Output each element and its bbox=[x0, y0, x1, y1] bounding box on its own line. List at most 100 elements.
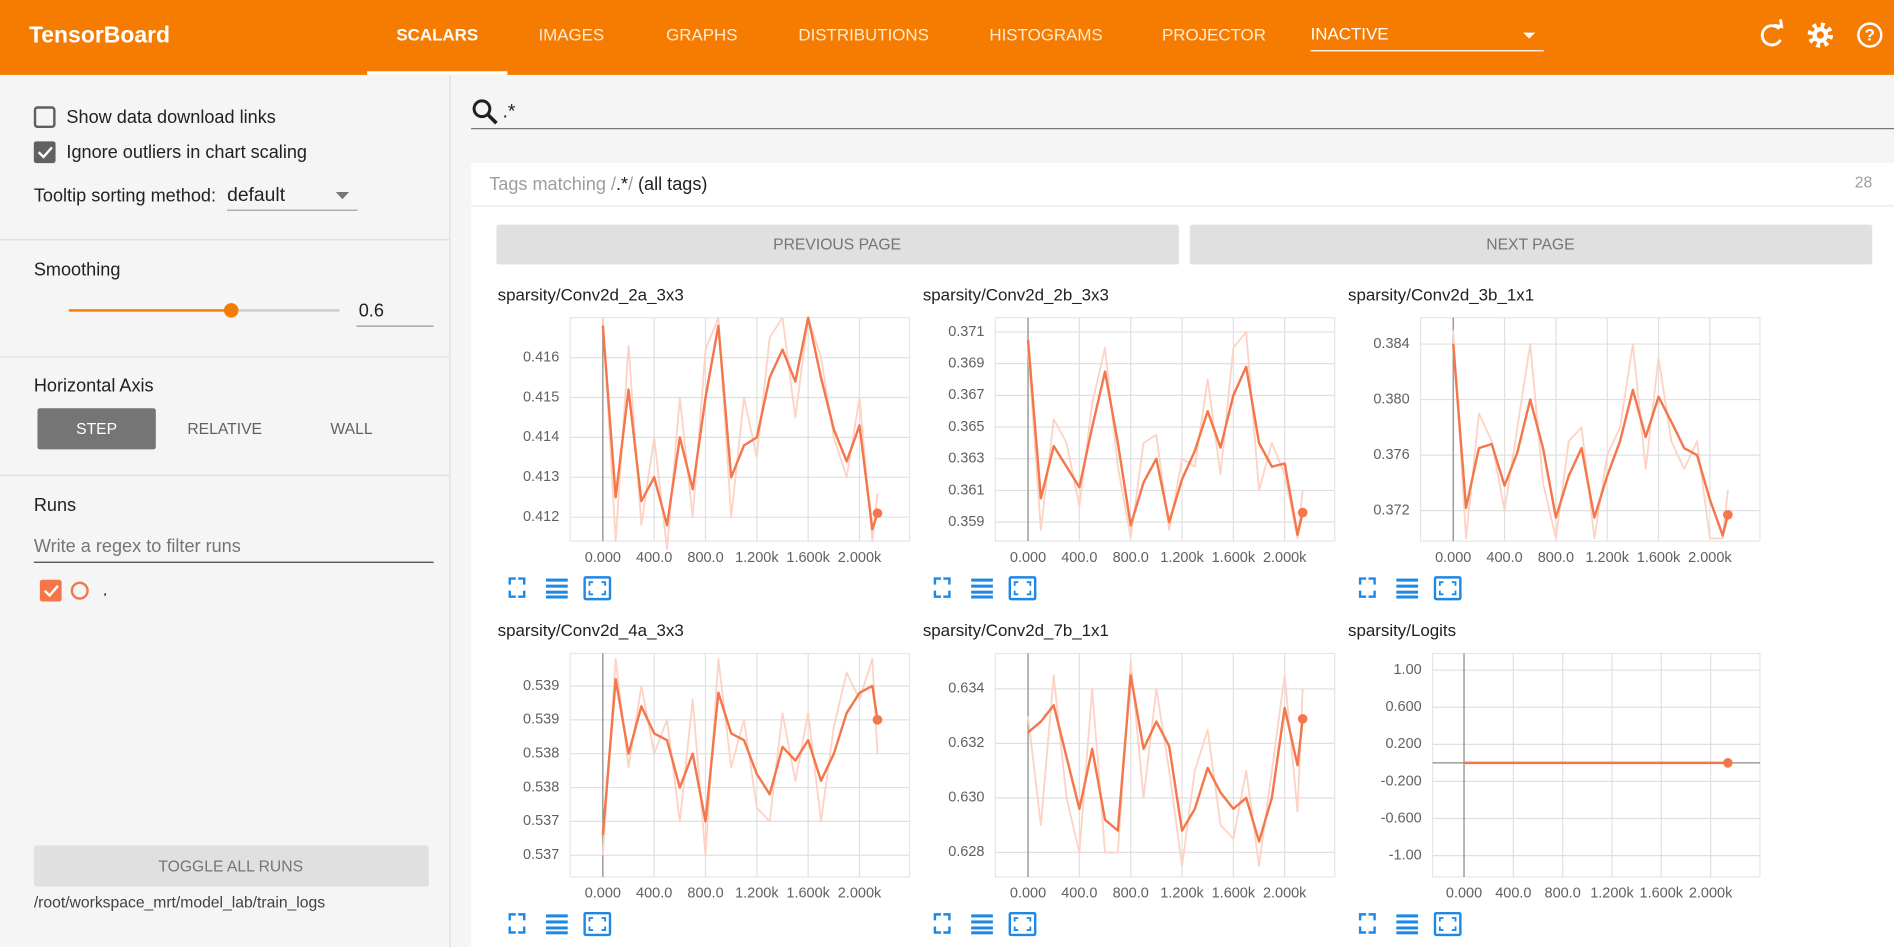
smoothed-line bbox=[1026, 339, 1304, 537]
chart-title: sparsity/Logits bbox=[1348, 621, 1456, 640]
fullscreen-icon[interactable] bbox=[1358, 913, 1376, 934]
y-tick-label: 0.416 bbox=[523, 349, 559, 365]
nav-tab[interactable]: DISTRIBUTIONS bbox=[798, 26, 929, 45]
icon-shape bbox=[508, 913, 526, 934]
search-query[interactable]: .* bbox=[502, 101, 515, 122]
plot-frame bbox=[1431, 652, 1761, 878]
toggle-label[interactable]: TOGGLE ALL RUNS bbox=[158, 858, 303, 875]
app-title: TensorBoard bbox=[29, 21, 170, 47]
raw-line bbox=[1027, 660, 1304, 867]
previous-button[interactable] bbox=[496, 224, 1179, 265]
icon-shape bbox=[545, 920, 568, 924]
fit-domain-icon[interactable] bbox=[583, 576, 612, 601]
raw-line bbox=[601, 657, 879, 857]
fullscreen-icon[interactable] bbox=[933, 913, 951, 934]
run-selector[interactable]: INACTIVE bbox=[1311, 24, 1389, 43]
nav-tab[interactable]: IMAGES bbox=[538, 26, 604, 45]
y-tick-label: 1.00 bbox=[1394, 662, 1422, 678]
nav-tab[interactable]: SCALARS bbox=[396, 26, 478, 45]
fit-domain-icon[interactable] bbox=[1433, 576, 1462, 601]
data-icon[interactable] bbox=[971, 914, 993, 935]
fullscreen-icon[interactable] bbox=[933, 577, 951, 598]
chart-title: sparsity/Conv2d_2b_3x3 bbox=[923, 285, 1109, 304]
raw-line bbox=[1027, 331, 1304, 539]
icon-shape bbox=[1358, 577, 1376, 598]
y-tick-label: 0.363 bbox=[948, 451, 984, 467]
checkbox[interactable] bbox=[33, 141, 56, 164]
next-label[interactable]: NEXT PAGE bbox=[1486, 236, 1574, 253]
axis-option[interactable]: RELATIVE bbox=[187, 421, 262, 438]
x-tick-label: 2.000k bbox=[1688, 550, 1732, 566]
y-tick-label: 0.539 bbox=[523, 712, 559, 728]
x-tick-label: 1.200k bbox=[735, 550, 779, 566]
x-tick-label: 1.600k bbox=[786, 550, 830, 566]
icon-shape bbox=[1396, 595, 1419, 599]
tags-note: (all tags) bbox=[638, 174, 707, 194]
data-icon[interactable] bbox=[1396, 578, 1419, 599]
help-circle bbox=[1857, 22, 1883, 48]
icon-shape bbox=[1438, 917, 1457, 931]
data-icon[interactable] bbox=[545, 914, 568, 935]
icon-shape bbox=[1013, 581, 1032, 596]
data-icon[interactable] bbox=[545, 578, 568, 599]
icon-shape bbox=[971, 595, 993, 599]
icon-shape bbox=[1013, 917, 1032, 931]
fullscreen-icon[interactable] bbox=[508, 577, 526, 598]
previous-label[interactable]: PREVIOUS PAGE bbox=[773, 236, 901, 253]
x-tick-label: 1.600k bbox=[786, 886, 830, 902]
axis-option[interactable]: WALL bbox=[330, 421, 372, 438]
icon-shape bbox=[1396, 931, 1419, 935]
icon-shape bbox=[588, 581, 607, 596]
slider-knob[interactable] bbox=[223, 303, 239, 318]
icon-shape bbox=[933, 577, 951, 598]
refresh-icon[interactable] bbox=[1760, 19, 1784, 47]
tags-count: 28 bbox=[1855, 175, 1873, 192]
icon-shape bbox=[971, 931, 993, 935]
tags-prefix: Tags matching / bbox=[489, 174, 617, 194]
axis-option[interactable]: STEP bbox=[76, 421, 117, 438]
tooltip-label: Tooltip sorting method: bbox=[34, 186, 216, 206]
fit-domain-icon[interactable] bbox=[1433, 911, 1462, 937]
runs-filter[interactable]: Write a regex to filter runs bbox=[34, 536, 241, 556]
y-tick-label: 0.415 bbox=[523, 389, 559, 405]
x-tick-label: 1.200k bbox=[1160, 550, 1204, 566]
icon-shape bbox=[1396, 578, 1419, 582]
raw-line bbox=[1452, 330, 1729, 540]
fit-domain-icon[interactable] bbox=[583, 911, 612, 937]
data-icon[interactable] bbox=[971, 578, 993, 599]
x-tick-label: 2.000k bbox=[838, 550, 882, 566]
icon-shape bbox=[971, 920, 993, 924]
x-tick-label: 400.0 bbox=[636, 886, 672, 902]
tooltip-value[interactable]: default bbox=[227, 185, 286, 206]
y-tick-label: 0.372 bbox=[1373, 502, 1409, 518]
fullscreen-icon[interactable] bbox=[1358, 577, 1376, 598]
nav-tab[interactable]: GRAPHS bbox=[666, 26, 737, 45]
tab-underline bbox=[367, 71, 508, 75]
nav-tab[interactable]: PROJECTOR bbox=[1162, 26, 1266, 45]
data-icon[interactable] bbox=[1396, 914, 1419, 935]
checkbox[interactable] bbox=[33, 106, 56, 129]
nav-tab[interactable]: HISTOGRAMS bbox=[989, 26, 1102, 45]
y-tick-label: -0.200 bbox=[1381, 773, 1422, 789]
run-checkbox[interactable] bbox=[39, 579, 62, 602]
smoothing-value[interactable]: 0.6 bbox=[359, 300, 384, 320]
y-tick-label: 0.371 bbox=[948, 324, 984, 340]
next-button[interactable] bbox=[1189, 224, 1873, 265]
help-icon[interactable]: ? bbox=[1857, 22, 1883, 48]
axis-button[interactable] bbox=[37, 408, 156, 450]
fit-domain-icon[interactable] bbox=[1008, 911, 1037, 937]
toggle-button[interactable] bbox=[33, 845, 429, 887]
x-tick-label: 800.0 bbox=[1538, 550, 1574, 566]
plot-frame bbox=[569, 317, 911, 542]
fullscreen-icon[interactable] bbox=[508, 913, 526, 934]
y-tick-label: 0.369 bbox=[948, 355, 984, 371]
smoothed-line bbox=[1027, 674, 1304, 843]
fit-domain-icon[interactable] bbox=[1008, 576, 1037, 601]
tags-suffix: / bbox=[628, 174, 634, 194]
icon-shape bbox=[971, 590, 993, 594]
smoothed-line bbox=[601, 316, 879, 531]
icon-shape bbox=[545, 931, 568, 935]
run-color[interactable] bbox=[70, 581, 89, 600]
smoothed-line bbox=[1452, 343, 1730, 537]
icon-shape bbox=[508, 577, 526, 598]
